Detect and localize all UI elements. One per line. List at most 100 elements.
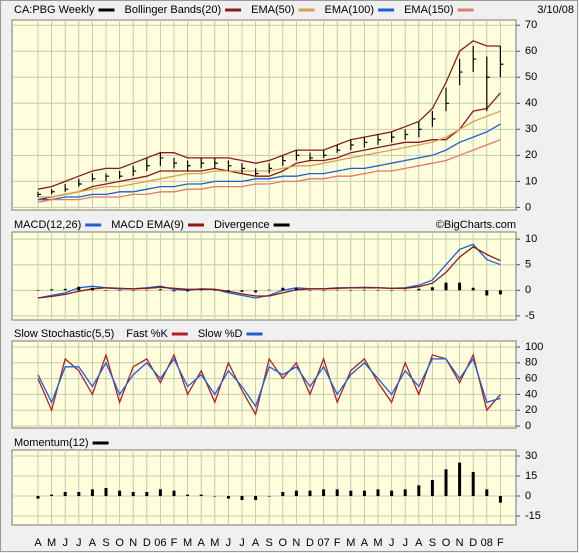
bar	[199, 289, 203, 291]
bar	[213, 290, 217, 291]
legend-label: MACD(12,26)	[14, 219, 81, 231]
panel-frame	[11, 231, 517, 321]
legend-label: CA:PBG Weekly	[14, 4, 95, 16]
y-tick-label: 15	[525, 470, 537, 482]
price-bar	[119, 170, 123, 179]
bar	[335, 289, 339, 291]
bar	[267, 496, 271, 497]
legend-label: MACD EMA(9)	[111, 219, 184, 231]
bar	[417, 485, 421, 496]
bar	[131, 290, 135, 291]
bar	[403, 289, 407, 291]
bar	[186, 290, 190, 292]
x-tick-label: O	[279, 537, 288, 549]
y-tick-label: 0	[525, 284, 531, 296]
price-bar	[159, 152, 164, 166]
bar	[104, 488, 108, 496]
y-tick-label: 10	[525, 175, 537, 187]
x-tick-label: J	[239, 537, 245, 549]
bar	[172, 290, 176, 292]
price-bar	[472, 46, 477, 73]
bar	[498, 496, 502, 503]
bar	[322, 489, 326, 496]
price-bar	[51, 189, 55, 195]
bar	[335, 489, 339, 496]
y-tick-label: 70	[525, 19, 537, 31]
bar	[36, 290, 40, 291]
bar	[158, 289, 162, 291]
panel-frame	[11, 340, 517, 429]
y-tick-label: 60	[525, 373, 537, 385]
price-bar	[486, 56, 490, 112]
price-bar	[78, 178, 82, 187]
price-bar	[227, 160, 232, 171]
bar	[294, 490, 298, 496]
bar	[417, 288, 421, 291]
y-tick-label: 80	[525, 357, 537, 369]
bar	[77, 492, 81, 496]
bar	[145, 492, 149, 496]
x-tick-label: J	[402, 537, 408, 549]
bar	[430, 287, 434, 291]
bar	[77, 286, 81, 291]
y-tick-label: 40	[525, 97, 537, 109]
x-tick-label: D	[469, 537, 477, 549]
bar	[458, 282, 462, 291]
x-tick-label: M	[346, 537, 355, 549]
legend-label: Bollinger Bands(20)	[125, 4, 222, 16]
bar	[471, 472, 475, 496]
price-bar	[132, 165, 137, 177]
price-bar	[323, 150, 327, 158]
bar	[36, 496, 40, 499]
legend-label: EMA(150)	[404, 4, 454, 16]
bar	[90, 489, 94, 496]
price-bar	[187, 160, 191, 171]
bar	[267, 289, 271, 291]
bar	[186, 494, 190, 496]
bar	[349, 290, 353, 291]
x-tick-label: F	[497, 537, 504, 549]
series-line	[37, 139, 501, 203]
bar	[458, 462, 462, 496]
bar	[131, 492, 135, 496]
price-bar	[64, 183, 69, 192]
panel-frame	[11, 449, 517, 526]
y-tick-label: 0	[525, 490, 531, 502]
bar	[281, 287, 285, 291]
x-tick-label: M	[373, 537, 382, 549]
bar	[118, 290, 122, 291]
legend-label: Momentum(12)	[14, 437, 89, 449]
y-tick-label: 20	[525, 149, 537, 161]
bar	[349, 490, 353, 496]
series-line	[37, 40, 501, 190]
price-bar	[105, 173, 109, 182]
x-tick-label: 08	[481, 537, 493, 549]
price-bar	[255, 168, 259, 177]
bar	[104, 290, 108, 291]
price-bar	[377, 134, 381, 145]
x-tick-label: A	[198, 537, 206, 549]
bar	[498, 290, 502, 295]
bar	[226, 290, 230, 292]
legend-label: Fast %K	[126, 328, 168, 340]
y-tick-label: 5	[525, 259, 531, 271]
series-line	[37, 92, 501, 201]
price-bar	[173, 157, 177, 169]
x-tick-label: F	[334, 537, 341, 549]
bar	[158, 489, 162, 496]
x-tick-label: M	[210, 537, 219, 549]
x-tick-label: A	[34, 537, 42, 549]
x-tick-label: N	[129, 537, 137, 549]
bar	[376, 290, 380, 291]
x-tick-label: J	[389, 537, 395, 549]
price-bar	[282, 155, 286, 166]
y-tick-label: -15	[525, 510, 541, 522]
bar	[226, 496, 230, 499]
bar	[485, 290, 489, 296]
bar	[213, 496, 217, 497]
bar	[50, 494, 54, 496]
bar	[485, 489, 489, 496]
y-tick-label: 50	[525, 71, 537, 83]
series-line	[37, 246, 501, 299]
